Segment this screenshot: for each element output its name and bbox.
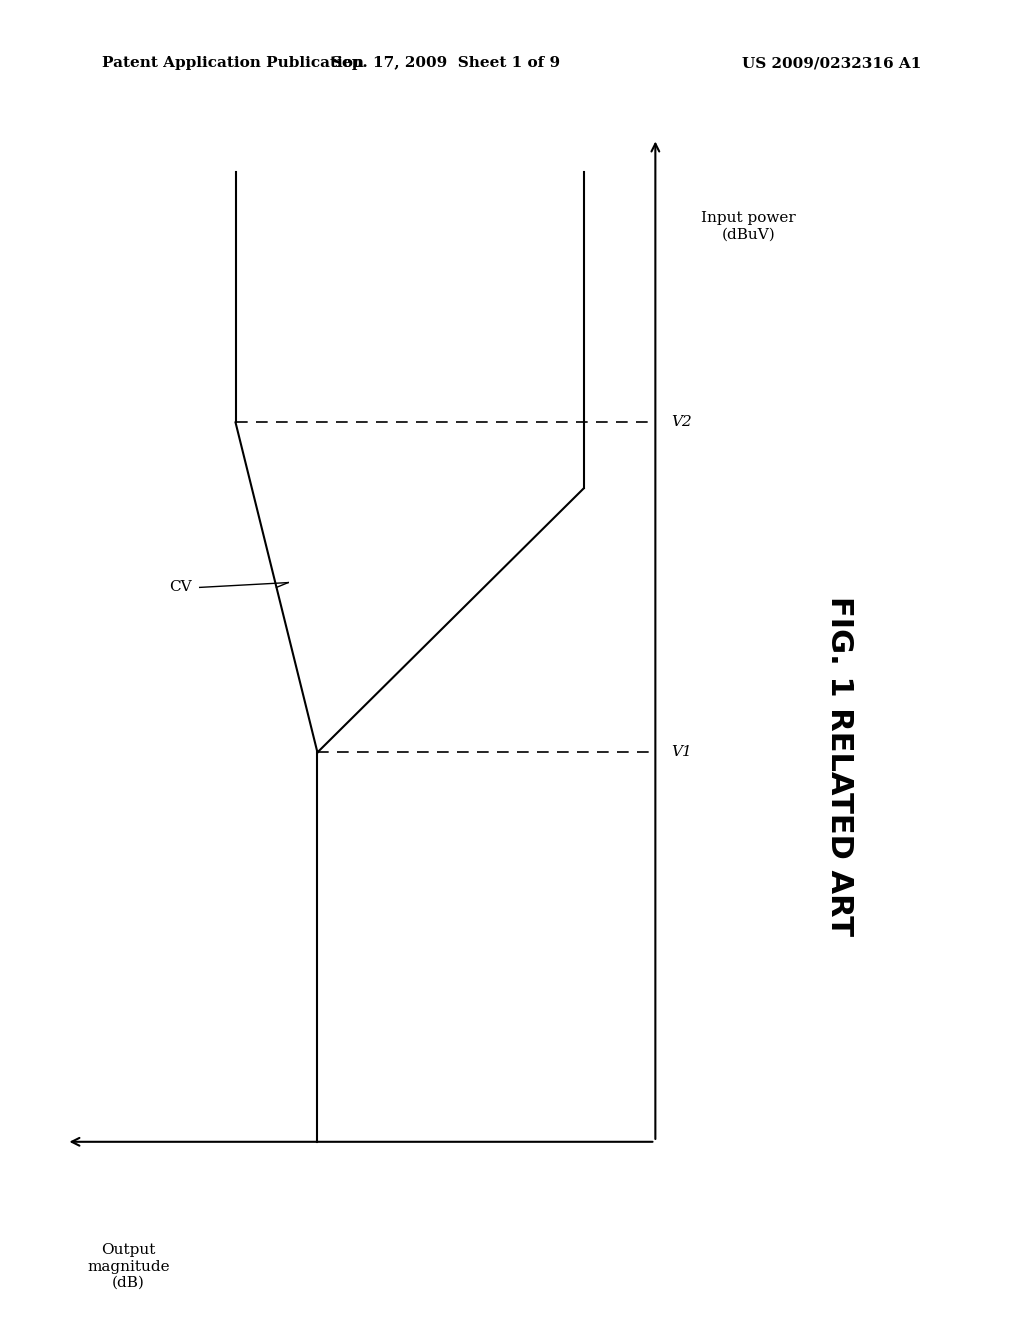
Text: US 2009/0232316 A1: US 2009/0232316 A1 bbox=[742, 57, 922, 70]
Text: Sep. 17, 2009  Sheet 1 of 9: Sep. 17, 2009 Sheet 1 of 9 bbox=[331, 57, 560, 70]
Text: Output
magnitude
(dB): Output magnitude (dB) bbox=[87, 1243, 170, 1290]
Text: Patent Application Publication: Patent Application Publication bbox=[102, 57, 365, 70]
Text: V2: V2 bbox=[671, 416, 691, 429]
Text: FIG. 1 RELATED ART: FIG. 1 RELATED ART bbox=[825, 595, 854, 936]
Text: CV: CV bbox=[169, 581, 191, 594]
Text: Input power
(dBuV): Input power (dBuV) bbox=[701, 211, 797, 242]
Text: V1: V1 bbox=[671, 746, 691, 759]
